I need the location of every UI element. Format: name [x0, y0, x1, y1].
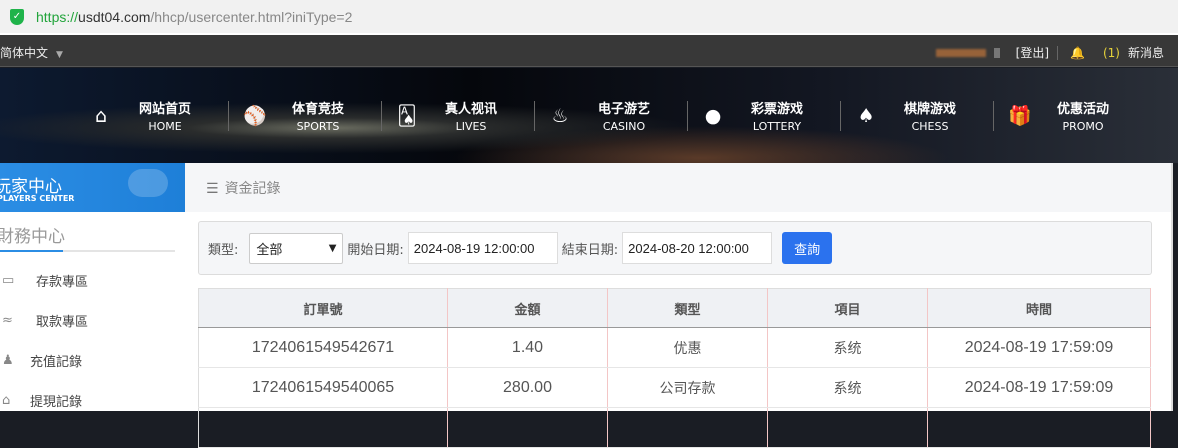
- top-bar: 简体中文 ▼ [登出] 🔔 (1) 新消息: [0, 35, 1178, 67]
- table-cell: 1724061549542671: [198, 327, 448, 368]
- ball-icon: ⚾: [243, 105, 267, 127]
- nav-divider: [381, 100, 382, 131]
- lottery-balls-icon: ●: [704, 104, 722, 127]
- nav-divider: [687, 100, 688, 131]
- players-center-header: 玩家中心 PLAYERS CENTER: [0, 163, 185, 212]
- table-row: 1724061549540065 280.00 公司存款 系统 2024-08-19 1…: [198, 367, 1151, 408]
- nav-divider: [840, 100, 841, 131]
- username-redacted: [935, 48, 986, 57]
- bell-icon[interactable]: 🔔: [1070, 45, 1085, 60]
- table-row: 1724061549542671 1.40 优惠 系统 2024-08-19 17:59…: [198, 327, 1151, 368]
- chevron-down-icon: ▼: [328, 242, 337, 254]
- table-cell: 系统: [767, 327, 928, 368]
- url-text[interactable]: https://usdt04.com/hhcp/usercenter.html?…: [36, 8, 353, 25]
- cards-icon: 🂡: [397, 104, 417, 127]
- sidebar-item[interactable]: ♟ 充值記錄: [2, 352, 83, 370]
- spade-icon: ♠: [857, 104, 875, 127]
- table-cell: 1.40: [447, 327, 608, 368]
- messages-link[interactable]: 新消息: [1127, 46, 1164, 60]
- slot-icon: ♨: [551, 104, 569, 127]
- end-date-input[interactable]: 2024-08-20 12:00:00: [622, 232, 773, 264]
- nav-item-home[interactable]: ⌂ 网站首页 HOME: [90, 98, 228, 133]
- nav-item-sports[interactable]: ⚾ 体育竞技 SPORTS: [243, 102, 344, 133]
- table-cell: 280.00: [447, 367, 608, 408]
- sidebar-item[interactable]: ≈ 取款專區: [2, 312, 89, 330]
- table-cell: [927, 407, 1151, 448]
- query-button[interactable]: 查詢: [782, 232, 833, 264]
- table-cell: 2024-08-19 17:59:09: [927, 367, 1151, 408]
- nav-banner: ⌂ 网站首页 HOME ⚾ 体育竞技 SPORTS 🂡 真人视讯 LIVES ♨ 电子游艺 CASIN…: [0, 68, 1178, 163]
- gamepad-icon: [128, 169, 168, 197]
- table-cell: [767, 407, 928, 448]
- sidebar-item[interactable]: ▭ 存款專區: [2, 272, 89, 290]
- table-row: [198, 407, 1151, 448]
- home-icon: ⌂: [94, 104, 108, 127]
- sidebar: 玩家中心 PLAYERS CENTER 財務中心 ▭ 存款專區 ≈ 取款專區 ♟ 充值記錄…: [0, 163, 185, 411]
- sidebar-section-title: 財務中心: [0, 212, 175, 252]
- nav-divider: [993, 100, 994, 131]
- column-header: 類型: [607, 288, 768, 328]
- language-selector[interactable]: 简体中文 ▼: [0, 46, 63, 60]
- sidebar-item-icon: ♟: [2, 352, 14, 368]
- sidebar-item-icon: ⌂: [2, 392, 11, 408]
- page-title: ☰ 資金記錄: [185, 163, 1171, 212]
- nav-item-casino[interactable]: ♨ 电子游艺 CASINO: [549, 98, 687, 133]
- sidebar-item-icon: ≈: [2, 312, 13, 328]
- table-cell: 公司存款: [607, 367, 768, 408]
- start-date-input[interactable]: 2024-08-19 12:00:00: [407, 232, 558, 264]
- sidebar-item-icon: ▭: [2, 272, 15, 288]
- table-cell: 2024-08-19 17:59:09: [927, 327, 1151, 368]
- column-header: 訂單號: [198, 288, 448, 328]
- logout-link[interactable]: [登出]: [1015, 46, 1050, 60]
- table-cell: 1724061549540065: [198, 367, 448, 408]
- filter-bar: 類型: 全部 ▼ 開始日期: 2024-08-19 12:00:00 結束日期: …: [198, 221, 1152, 275]
- nav-divider: [534, 100, 535, 131]
- table-cell: [198, 407, 448, 448]
- nav-item-lottery[interactable]: ● 彩票游戏 LOTTERY: [702, 98, 840, 133]
- menu-icon: ☰: [206, 181, 219, 197]
- sidebar-item[interactable]: ⌂ 提現記錄: [2, 392, 83, 410]
- column-header: 金額: [447, 288, 608, 328]
- message-count[interactable]: (1): [1102, 45, 1120, 60]
- nav-item-promo[interactable]: 🎁 优惠活动 PROMO: [1008, 102, 1109, 133]
- secure-shield-icon: ✓: [10, 8, 24, 25]
- nav-item-chess[interactable]: ♠ 棋牌游戏 CHESS: [855, 98, 993, 133]
- table-cell: [607, 407, 768, 448]
- table-cell: 系统: [767, 367, 928, 408]
- nav-item-lives[interactable]: 🂡 真人视讯 LIVES: [397, 102, 497, 133]
- column-header: 項目: [767, 288, 928, 328]
- nav-divider: [228, 100, 229, 131]
- table-cell: 优惠: [607, 327, 768, 368]
- main-panel: ☰ 資金記錄 類型: 全部 ▼ 開始日期: 2024-08-19 12:00:00 …: [185, 163, 1173, 448]
- address-bar[interactable]: ✓ https://usdt04.com/hhcp/usercenter.htm…: [0, 0, 1178, 33]
- records-table: 訂單號 金額 類型 項目 時間 1724061549542671 1.40 优惠 系统 2024…: [198, 288, 1151, 448]
- table-cell: [447, 407, 608, 448]
- caret-down-icon: ▼: [56, 50, 63, 60]
- gift-icon: 🎁: [1008, 105, 1032, 127]
- column-header: 時間: [927, 288, 1151, 328]
- type-select[interactable]: 全部 ▼: [249, 232, 344, 264]
